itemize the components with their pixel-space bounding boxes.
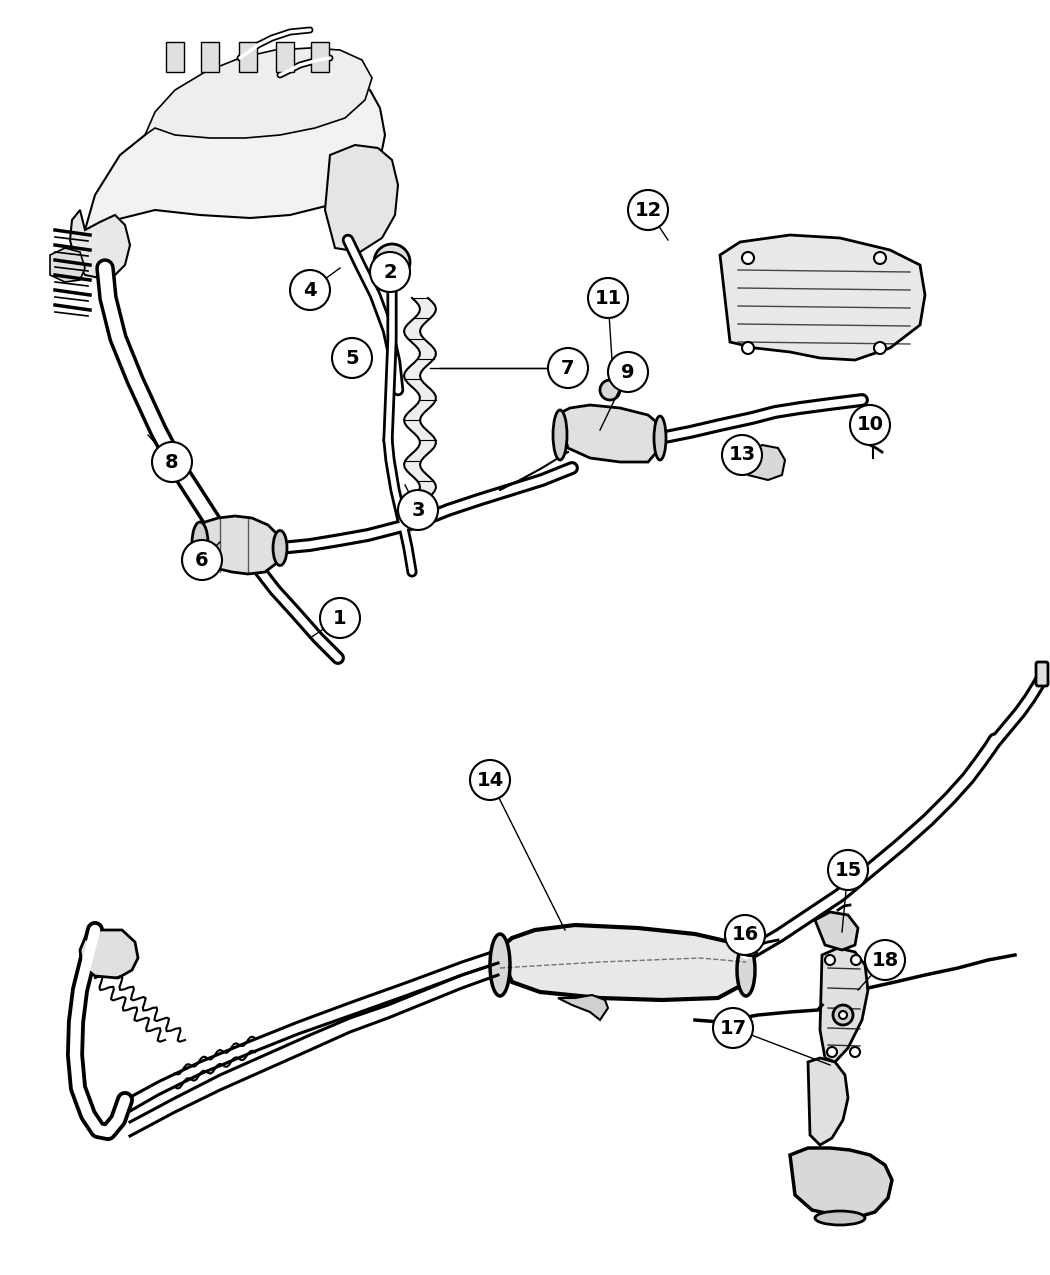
Circle shape: [839, 1011, 847, 1019]
Circle shape: [374, 244, 410, 280]
Text: 17: 17: [719, 1019, 747, 1038]
Bar: [239, 42, 257, 71]
Ellipse shape: [737, 944, 755, 996]
Text: 16: 16: [732, 926, 758, 945]
Text: 10: 10: [857, 416, 883, 435]
Circle shape: [724, 915, 765, 955]
FancyBboxPatch shape: [1036, 662, 1048, 686]
Polygon shape: [85, 75, 385, 230]
Ellipse shape: [654, 416, 666, 460]
Polygon shape: [145, 48, 372, 138]
Circle shape: [827, 1047, 837, 1057]
Text: 9: 9: [622, 362, 635, 381]
Circle shape: [152, 442, 192, 482]
Polygon shape: [808, 1058, 848, 1145]
Ellipse shape: [815, 1211, 865, 1225]
Polygon shape: [560, 405, 660, 462]
Text: 4: 4: [303, 280, 317, 300]
Circle shape: [850, 955, 861, 965]
Polygon shape: [80, 929, 138, 978]
Polygon shape: [790, 1148, 892, 1218]
Polygon shape: [558, 994, 608, 1020]
Circle shape: [865, 940, 905, 980]
Circle shape: [874, 342, 886, 354]
Circle shape: [332, 338, 372, 377]
Circle shape: [548, 348, 588, 388]
Text: 5: 5: [345, 348, 359, 367]
Text: 15: 15: [835, 861, 862, 880]
Circle shape: [290, 270, 330, 310]
Circle shape: [628, 190, 668, 230]
Circle shape: [742, 252, 754, 264]
Polygon shape: [720, 235, 925, 360]
Circle shape: [600, 380, 620, 400]
Text: 6: 6: [195, 551, 209, 570]
Polygon shape: [70, 210, 130, 278]
Circle shape: [833, 1005, 853, 1025]
Text: 1: 1: [333, 608, 347, 627]
Polygon shape: [820, 949, 868, 1062]
Polygon shape: [498, 924, 748, 1000]
Circle shape: [828, 850, 868, 890]
Circle shape: [742, 342, 754, 354]
Circle shape: [850, 1047, 860, 1057]
Text: 18: 18: [872, 950, 899, 969]
Text: 11: 11: [594, 288, 622, 307]
Circle shape: [874, 252, 886, 264]
Ellipse shape: [743, 949, 757, 956]
Circle shape: [588, 278, 628, 317]
Text: 8: 8: [165, 453, 178, 472]
Polygon shape: [815, 912, 858, 950]
Ellipse shape: [490, 935, 510, 996]
Ellipse shape: [553, 411, 567, 460]
Circle shape: [398, 490, 438, 530]
Text: 3: 3: [412, 501, 425, 519]
Circle shape: [320, 598, 360, 638]
Circle shape: [182, 541, 222, 580]
Circle shape: [383, 252, 401, 272]
Circle shape: [722, 435, 762, 476]
Circle shape: [850, 405, 890, 445]
Bar: [201, 42, 219, 71]
Text: 2: 2: [383, 263, 397, 282]
Text: 7: 7: [562, 358, 574, 377]
Circle shape: [370, 252, 410, 292]
Polygon shape: [326, 145, 398, 252]
Text: 14: 14: [477, 770, 504, 789]
Circle shape: [825, 955, 835, 965]
Polygon shape: [738, 442, 785, 479]
Bar: [276, 42, 294, 71]
Bar: [166, 42, 184, 71]
Circle shape: [713, 1009, 753, 1048]
Circle shape: [608, 352, 648, 391]
Bar: [311, 42, 329, 71]
Circle shape: [470, 760, 510, 799]
Ellipse shape: [192, 521, 208, 564]
Polygon shape: [50, 249, 85, 282]
Polygon shape: [200, 516, 280, 574]
Ellipse shape: [273, 530, 287, 566]
Text: 12: 12: [634, 200, 662, 219]
Text: 13: 13: [729, 445, 756, 464]
